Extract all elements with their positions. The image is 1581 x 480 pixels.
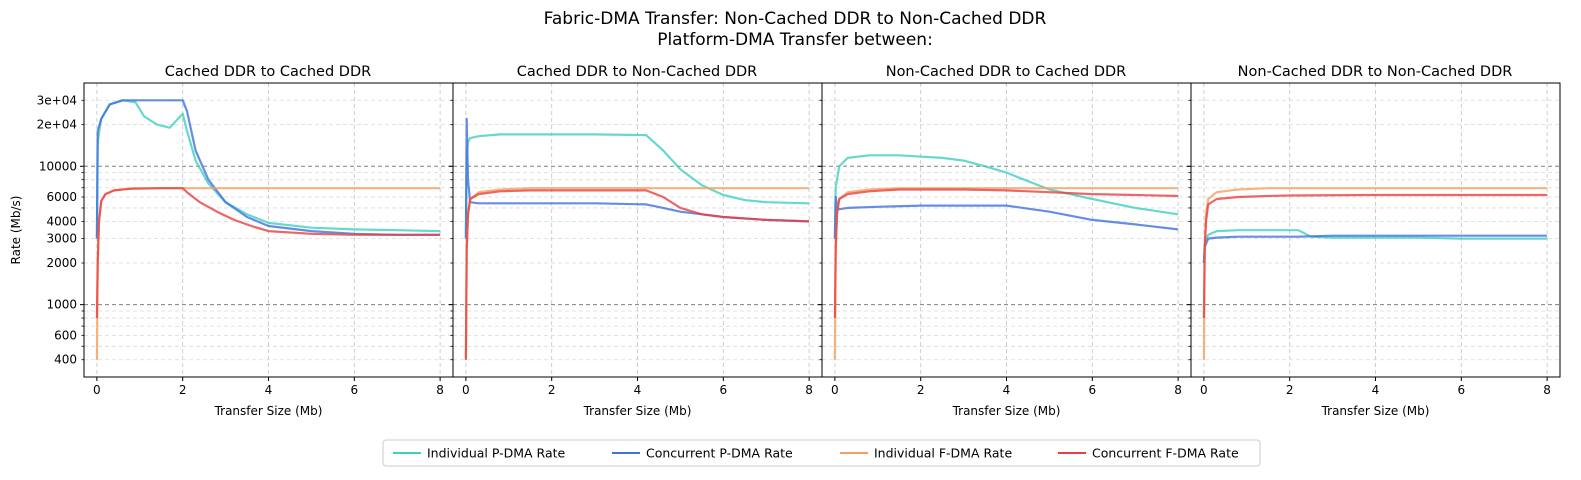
- series-line-con_pdma: [1202, 234, 1548, 264]
- x-axis-label: Transfer Size (Mb): [952, 404, 1061, 418]
- x-axis-label: Transfer Size (Mb): [583, 404, 692, 418]
- y-tick-label: 4000: [46, 214, 77, 228]
- x-tick-label: 6: [350, 383, 358, 397]
- y-tick-label: 600: [54, 328, 77, 342]
- y-tick-label: 6000: [46, 190, 77, 204]
- panel-title: Cached DDR to Non-Cached DDR: [517, 64, 758, 80]
- x-tick-label: 6: [719, 383, 727, 397]
- y-tick-label: 3000: [46, 232, 77, 246]
- x-tick-label: 6: [1457, 383, 1465, 397]
- panel-title: Non-Cached DDR to Non-Cached DDR: [1238, 64, 1513, 80]
- x-tick-label: 2: [179, 383, 187, 397]
- x-tick-label: 2: [917, 383, 925, 397]
- x-tick-label: 6: [1088, 383, 1096, 397]
- x-tick-label: 2: [1286, 383, 1294, 397]
- figure-title-line2: Platform-DMA Transfer between:: [657, 30, 933, 50]
- y-axis-label: Rate (Mb/s): [9, 196, 23, 265]
- x-tick-label: 8: [1174, 383, 1182, 397]
- legend-frame: [382, 439, 1261, 467]
- x-tick-label: 8: [436, 383, 444, 397]
- x-tick-label: 4: [634, 383, 642, 397]
- series-line-con_pdma: [464, 117, 810, 239]
- x-axis-label: Transfer Size (Mb): [1321, 404, 1430, 418]
- x-axis-label: Transfer Size (Mb): [214, 404, 323, 418]
- x-tick-label: 0: [831, 383, 839, 397]
- x-tick-label: 4: [265, 383, 273, 397]
- panel-cached-to-cached: Cached DDR to Cached DDR 0 2 4 6 8 Transfer S…: [37, 64, 454, 418]
- panel-title: Cached DDR to Cached DDR: [165, 64, 371, 80]
- legend-label-con-fdma: Concurrent F-DMA Rate: [1092, 446, 1239, 461]
- x-tick-label: 0: [1200, 383, 1208, 397]
- y-tick-label: 10000: [39, 159, 77, 173]
- series-line-con_pdma: [95, 99, 441, 239]
- series-line-ind_pdma: [1202, 229, 1548, 264]
- x-tick-label: 4: [1372, 383, 1380, 397]
- series-line-ind_pdma: [833, 154, 1179, 239]
- panel-cached-to-noncached: Cached DDR to Non-Cached DDR 0 2 4 6 8 Transf…: [449, 64, 823, 418]
- legend-label-ind-pdma: Individual P-DMA Rate: [427, 446, 566, 461]
- y-tick-label: 400: [54, 353, 77, 367]
- legend-label-con-pdma: Concurrent P-DMA Rate: [646, 446, 793, 461]
- x-tick-label: 2: [548, 383, 556, 397]
- x-tick-label: 0: [462, 383, 470, 397]
- panel-title: Non-Cached DDR to Cached DDR: [886, 64, 1127, 80]
- y-tick-label: 2e+04: [37, 118, 77, 132]
- y-tick-label: 2000: [46, 256, 77, 270]
- panel-noncached-to-noncached: Non-Cached DDR to Non-Cached DDR 0 2 4 6 8 Tr…: [1187, 64, 1561, 418]
- x-tick-label: 8: [805, 383, 813, 397]
- panel-noncached-to-cached: Non-Cached DDR to Cached DDR 0 2 4 6 8 Transf…: [818, 64, 1192, 418]
- series-line-con_fdma: [95, 187, 441, 319]
- series-line-ind_pdma: [464, 133, 810, 239]
- series-line-con_fdma: [1202, 193, 1548, 319]
- x-tick-label: 4: [1003, 383, 1011, 397]
- series-line-con_fdma: [464, 189, 810, 360]
- x-tick-label: 8: [1543, 383, 1551, 397]
- legend-label-ind-fdma: Individual F-DMA Rate: [874, 446, 1012, 461]
- figure-title-line1: Fabric-DMA Transfer: Non-Cached DDR to N…: [544, 9, 1047, 29]
- x-tick-label: 0: [93, 383, 101, 397]
- legend: Individual P-DMA Rate Concurrent P-DMA R…: [382, 439, 1261, 467]
- y-tick-label: 1000: [46, 298, 77, 312]
- series-line-con_fdma: [833, 188, 1179, 319]
- y-tick-label: 3e+04: [37, 93, 77, 107]
